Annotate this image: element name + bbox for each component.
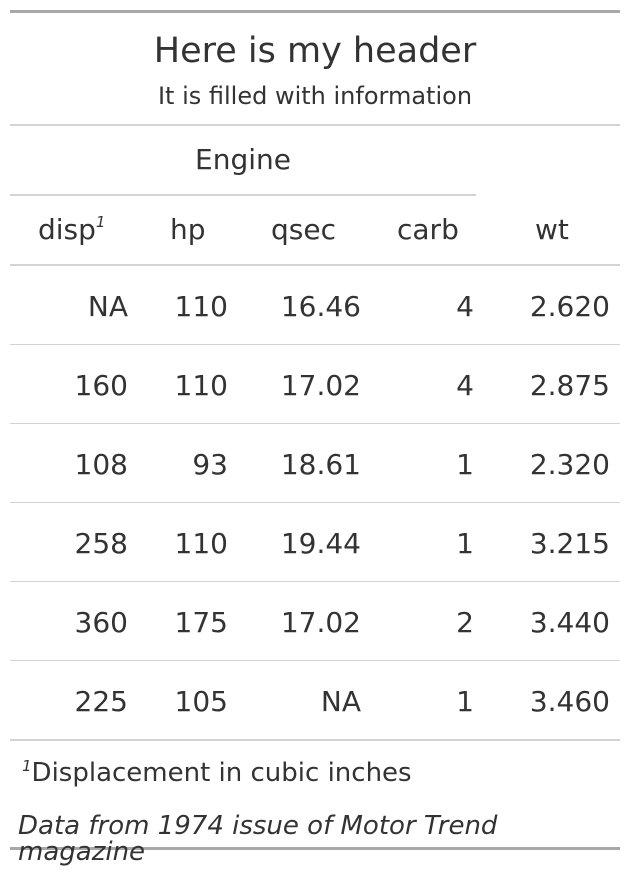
table-footnote: 1Displacement in cubic inches: [10, 741, 620, 799]
row-divider: [10, 581, 620, 582]
row-divider: [10, 502, 620, 503]
cell-wt: 3.460: [529, 685, 610, 718]
cell-qsec: 16.46: [280, 290, 361, 323]
cell-carb: 4: [456, 369, 474, 402]
top-border: [10, 10, 620, 13]
cell-hp: 93: [192, 448, 228, 481]
cell-carb: 1: [456, 448, 474, 481]
bottom-border: [10, 847, 620, 850]
column-header-divider: [10, 264, 620, 266]
table-row: NA 110 16.46 4 2.620: [10, 266, 620, 344]
cell-disp: 360: [74, 606, 128, 639]
spanner-row: Engine: [10, 126, 620, 196]
cell-wt: 2.620: [529, 290, 610, 323]
cell-wt: 2.875: [529, 369, 610, 402]
cell-wt: 3.215: [529, 527, 610, 560]
table-row: 258 110 19.44 1 3.215: [10, 503, 620, 581]
row-divider: [10, 423, 620, 424]
cell-qsec: 17.02: [280, 369, 361, 402]
footnote-mark: 1: [22, 757, 32, 775]
cell-hp: 175: [174, 606, 228, 639]
row-divider: [10, 344, 620, 345]
spanner-engine-label: Engine: [195, 143, 291, 176]
table-title: Here is my header: [153, 31, 477, 71]
source-note: Data from 1974 issue of Motor Trend maga…: [18, 811, 498, 867]
cell-disp: 108: [74, 448, 128, 481]
cell-qsec: 19.44: [280, 527, 361, 560]
column-header-disp-label: disp: [38, 213, 96, 246]
cell-carb: 1: [456, 685, 474, 718]
table-row: 225 105 NA 1 3.460: [10, 661, 620, 739]
cell-carb: 1: [456, 527, 474, 560]
footnote-mark: 1: [95, 213, 106, 231]
table-subtitle: It is filled with information: [157, 82, 473, 110]
column-header-row: disp1 hp qsec carb wt: [10, 196, 620, 264]
body-bottom-border: [10, 739, 620, 741]
cell-hp: 105: [174, 685, 228, 718]
cell-qsec: 17.02: [280, 606, 361, 639]
cell-disp: NA: [87, 290, 128, 323]
cell-hp: 110: [174, 527, 228, 560]
table-row: 108 93 18.61 1 2.320: [10, 424, 620, 502]
column-header-wt: wt: [535, 213, 569, 246]
cell-disp: 225: [74, 685, 128, 718]
cell-hp: 110: [174, 369, 228, 402]
column-header-hp: hp: [170, 213, 206, 246]
cell-wt: 3.440: [529, 606, 610, 639]
cell-disp: 258: [74, 527, 128, 560]
column-header-carb: carb: [397, 213, 459, 246]
cell-carb: 4: [456, 290, 474, 323]
table-row: 160 110 17.02 4 2.875: [10, 345, 620, 423]
cell-qsec: 18.61: [280, 448, 361, 481]
spanner-underline: [10, 194, 476, 196]
footnote-text: Displacement in cubic inches: [31, 758, 412, 788]
header-divider: [10, 124, 620, 126]
row-divider: [10, 660, 620, 661]
column-header-disp: disp1: [38, 213, 106, 246]
column-header-qsec: qsec: [271, 213, 336, 246]
table-row: 360 175 17.02 2 3.440: [10, 582, 620, 660]
cell-disp: 160: [74, 369, 128, 402]
cell-carb: 2: [456, 606, 474, 639]
cell-hp: 110: [174, 290, 228, 323]
data-table: Here is my header It is filled with info…: [10, 10, 620, 867]
cell-wt: 2.320: [529, 448, 610, 481]
cell-qsec: NA: [320, 685, 361, 718]
